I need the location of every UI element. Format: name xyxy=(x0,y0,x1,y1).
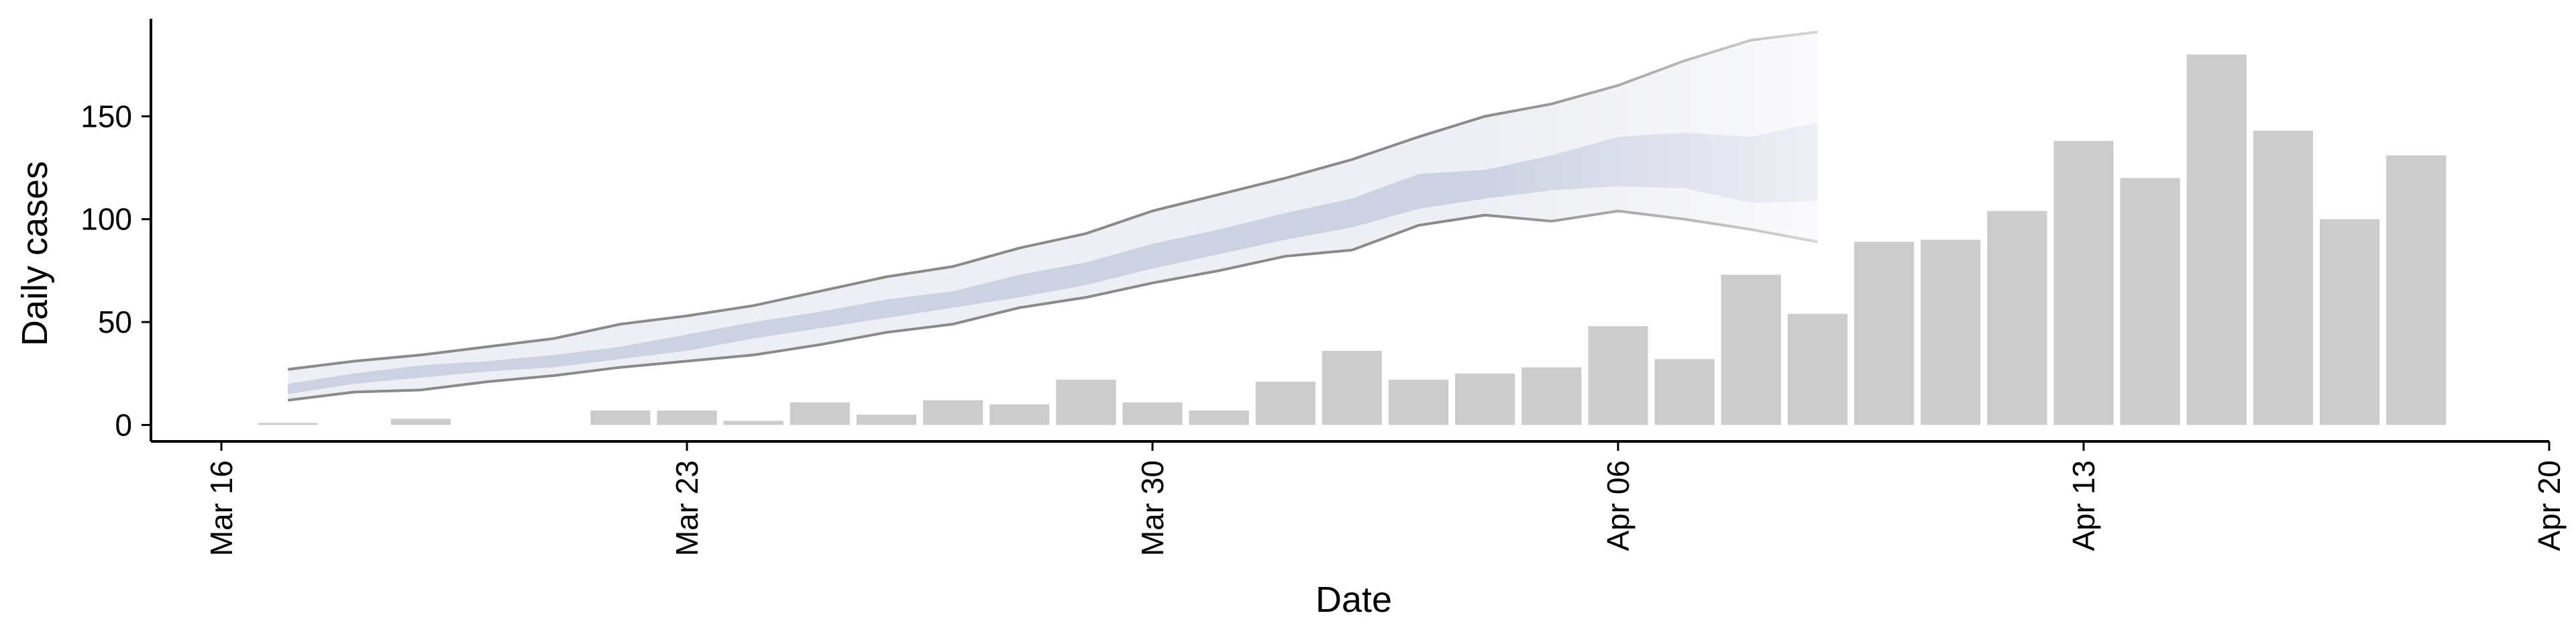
bar-2020-03-29 xyxy=(1056,379,1116,425)
bar-2020-04-01 xyxy=(1255,382,1316,425)
y-tick-label-0: 0 xyxy=(115,407,132,442)
bar-2020-04-11 xyxy=(1921,239,1981,425)
bar-2020-04-03 xyxy=(1388,379,1449,425)
bar-2020-04-13 xyxy=(2053,141,2114,425)
bar-2020-04-08 xyxy=(1721,274,1781,425)
x-tick-label-2020-04-06: Apr 06 xyxy=(1601,460,1635,551)
bar-2020-03-22 xyxy=(590,410,651,425)
forecast-inner-band xyxy=(288,122,1818,394)
bar-2020-04-12 xyxy=(1987,211,2047,425)
bar-2020-04-18 xyxy=(2386,155,2447,425)
bar-2020-03-31 xyxy=(1189,410,1249,425)
bar-2020-04-06 xyxy=(1588,326,1648,425)
bar-2020-03-27 xyxy=(922,400,983,425)
bar-2020-03-30 xyxy=(1122,402,1183,425)
bar-2020-03-17 xyxy=(258,423,318,425)
x-tick-label-2020-04-13: Apr 13 xyxy=(2066,460,2101,551)
bar-2020-04-05 xyxy=(1521,367,1582,425)
bar-2020-03-23 xyxy=(657,410,717,425)
bar-2020-04-10 xyxy=(1854,241,1915,425)
x-tick-label-2020-03-23: Mar 23 xyxy=(669,460,704,556)
y-tick-label-50: 50 xyxy=(98,305,132,339)
axis-layer: 0 50 100 150 Mar 16 Mar 23 Mar 30 Apr 06 Apr 13 A… xyxy=(80,19,2567,556)
x-tick-label-2020-03-30: Mar 30 xyxy=(1135,460,1170,556)
y-tick-label-100: 100 xyxy=(80,202,132,237)
bar-2020-04-14 xyxy=(2120,178,2180,425)
bar-2020-04-15 xyxy=(2186,54,2247,425)
y-tick-label-150: 150 xyxy=(80,99,132,133)
x-tick-label-2020-03-16: Mar 16 xyxy=(204,460,239,556)
bar-2020-04-04 xyxy=(1455,373,1515,425)
x-axis-label: Date xyxy=(1316,580,1392,620)
y-axis-label: Daily cases xyxy=(15,161,55,346)
bar-2020-03-26 xyxy=(856,415,917,425)
forecast-upper-line xyxy=(287,30,1818,371)
bar-2020-03-24 xyxy=(723,421,784,425)
bar-2020-03-19 xyxy=(390,419,451,425)
bar-2020-04-07 xyxy=(1654,359,1715,425)
bar-layer xyxy=(258,54,2447,425)
bar-2020-04-09 xyxy=(1787,313,1848,425)
forecast-band-layer xyxy=(287,30,1818,402)
forecast-lower-line xyxy=(287,209,1818,402)
forecast-band xyxy=(287,30,1818,402)
bar-2020-04-16 xyxy=(2253,130,2314,425)
x-tick-label-2020-04-20: Apr 20 xyxy=(2532,460,2567,551)
bar-2020-04-17 xyxy=(2319,219,2380,425)
label-layer: Date Daily cases xyxy=(15,161,1392,620)
bar-2020-04-02 xyxy=(1322,351,1383,425)
bar-2020-03-25 xyxy=(790,402,850,425)
bar-2020-03-28 xyxy=(989,404,1050,425)
